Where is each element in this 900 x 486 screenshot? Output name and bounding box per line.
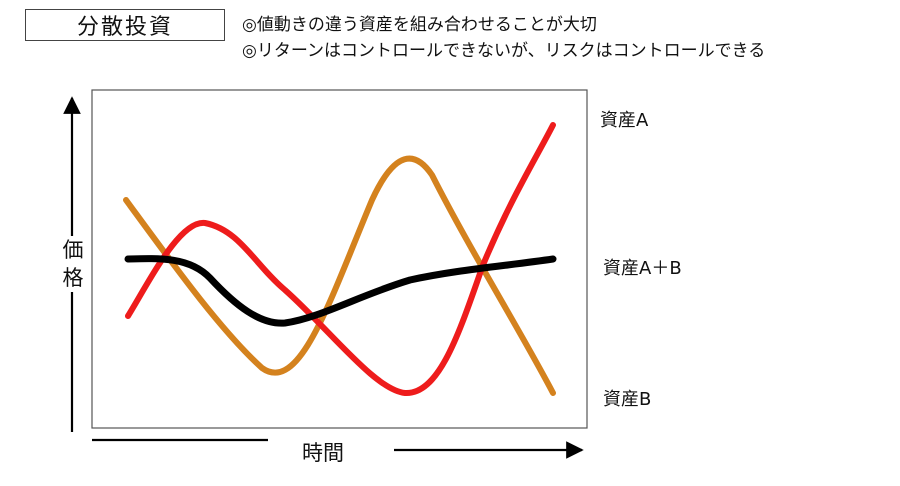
series-line-asset-ab: [124, 255, 557, 327]
series-line-asset-b: [123, 155, 556, 396]
series-label-asset-a: 資産A: [600, 110, 649, 131]
note-line-1: ◎値動きの違う資産を組み合わせることが大切: [242, 15, 597, 35]
series-label-asset-b: 資産B: [603, 389, 652, 410]
page-title: 分散投資: [25, 9, 225, 41]
y-axis-label: 価格: [58, 236, 88, 292]
note-line-2: ◎リターンはコントロールできないが、リスクはコントロールできる: [242, 41, 766, 61]
x-axis-label: 時間: [302, 441, 344, 465]
plot-frame: [91, 89, 588, 429]
series-line-asset-a: [125, 122, 556, 397]
series-label-asset-ab: 資産A＋B: [603, 258, 682, 279]
